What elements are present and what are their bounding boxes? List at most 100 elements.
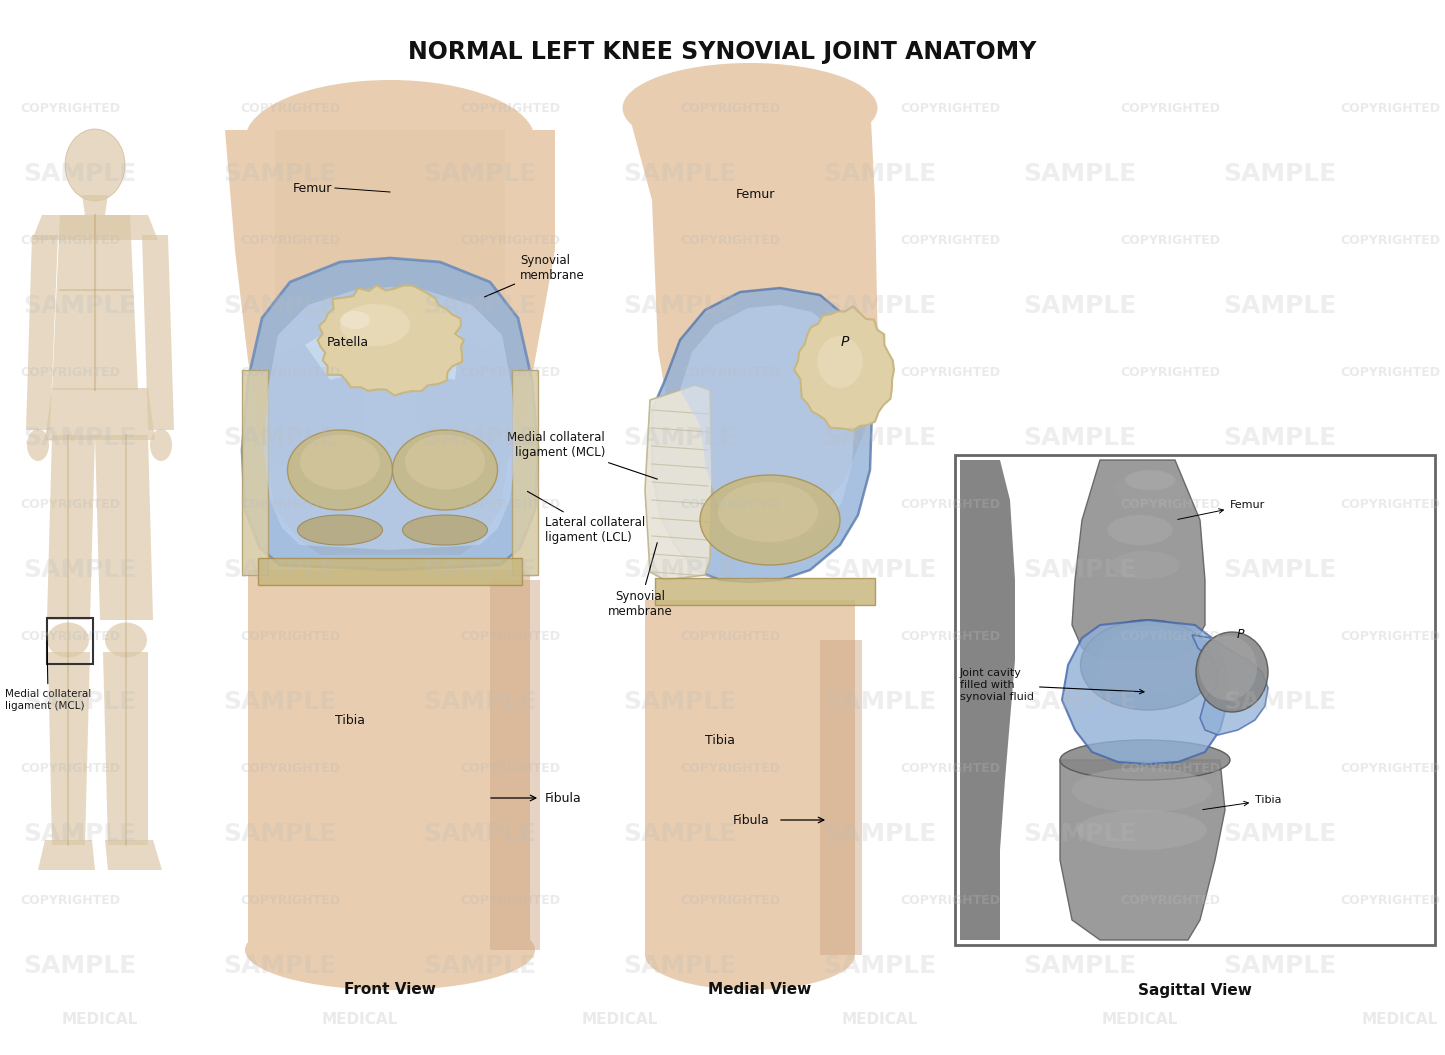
Text: COPYRIGHTED: COPYRIGHTED [20, 365, 120, 379]
Text: COPYRIGHTED: COPYRIGHTED [240, 498, 340, 511]
Ellipse shape [1199, 635, 1257, 701]
Polygon shape [241, 258, 538, 570]
FancyBboxPatch shape [955, 455, 1435, 945]
Ellipse shape [301, 435, 380, 490]
Text: COPYRIGHTED: COPYRIGHTED [681, 233, 780, 247]
Text: SAMPLE: SAMPLE [623, 426, 737, 450]
Text: COPYRIGHTED: COPYRIGHTED [460, 894, 561, 906]
Text: MEDICAL: MEDICAL [1361, 1013, 1438, 1028]
Text: SAMPLE: SAMPLE [224, 822, 337, 846]
Polygon shape [1061, 760, 1225, 940]
Text: SAMPLE: SAMPLE [1023, 954, 1137, 978]
Polygon shape [644, 385, 712, 580]
Text: SAMPLE: SAMPLE [824, 294, 936, 318]
Text: SAMPLE: SAMPLE [423, 558, 536, 582]
Text: Synovial
membrane: Synovial membrane [608, 542, 672, 618]
Text: COPYRIGHTED: COPYRIGHTED [460, 101, 561, 115]
Text: SAMPLE: SAMPLE [1224, 954, 1337, 978]
Text: COPYRIGHTED: COPYRIGHTED [460, 365, 561, 379]
Text: P: P [841, 335, 850, 349]
Text: Sagittal View: Sagittal View [1139, 982, 1251, 997]
Text: MEDICAL: MEDICAL [62, 1013, 139, 1028]
Text: SAMPLE: SAMPLE [623, 294, 737, 318]
Text: Joint cavity
filled with
synovial fluid: Joint cavity filled with synovial fluid [959, 669, 1144, 702]
Ellipse shape [1098, 626, 1198, 694]
Polygon shape [1072, 460, 1205, 658]
Text: SAMPLE: SAMPLE [423, 294, 536, 318]
Text: COPYRIGHTED: COPYRIGHTED [240, 365, 340, 379]
Ellipse shape [403, 515, 487, 545]
Text: SAMPLE: SAMPLE [224, 690, 337, 714]
Text: COPYRIGHTED: COPYRIGHTED [681, 498, 780, 511]
Polygon shape [305, 310, 460, 380]
Text: SAMPLE: SAMPLE [1023, 162, 1137, 186]
Text: COPYRIGHTED: COPYRIGHTED [20, 762, 120, 774]
Polygon shape [105, 840, 162, 870]
Text: COPYRIGHTED: COPYRIGHTED [900, 762, 1000, 774]
Text: COPYRIGHTED: COPYRIGHTED [1340, 894, 1441, 906]
Text: COPYRIGHTED: COPYRIGHTED [240, 233, 340, 247]
Text: COPYRIGHTED: COPYRIGHTED [1120, 233, 1220, 247]
Ellipse shape [1196, 632, 1269, 712]
Text: Tibia: Tibia [1202, 795, 1282, 809]
Text: SAMPLE: SAMPLE [23, 426, 137, 450]
Text: COPYRIGHTED: COPYRIGHTED [240, 630, 340, 642]
Polygon shape [48, 652, 90, 845]
Ellipse shape [1107, 515, 1172, 545]
Polygon shape [142, 235, 173, 430]
Text: SAMPLE: SAMPLE [623, 822, 737, 846]
Text: SAMPLE: SAMPLE [23, 558, 137, 582]
Text: SAMPLE: SAMPLE [1023, 294, 1137, 318]
Text: COPYRIGHTED: COPYRIGHTED [240, 101, 340, 115]
Text: COPYRIGHTED: COPYRIGHTED [1340, 630, 1441, 642]
Polygon shape [512, 370, 538, 575]
Text: COPYRIGHTED: COPYRIGHTED [1120, 498, 1220, 511]
Text: SAMPLE: SAMPLE [23, 822, 137, 846]
Text: COPYRIGHTED: COPYRIGHTED [20, 233, 120, 247]
Text: SAMPLE: SAMPLE [1224, 426, 1337, 450]
Polygon shape [275, 130, 504, 300]
Ellipse shape [105, 622, 147, 657]
Text: COPYRIGHTED: COPYRIGHTED [1340, 101, 1441, 115]
Text: MEDICAL: MEDICAL [842, 1013, 918, 1028]
Text: COPYRIGHTED: COPYRIGHTED [20, 630, 120, 642]
Text: COPYRIGHTED: COPYRIGHTED [900, 630, 1000, 642]
Text: SAMPLE: SAMPLE [23, 690, 137, 714]
Ellipse shape [1081, 620, 1215, 710]
Text: SAMPLE: SAMPLE [224, 162, 337, 186]
Polygon shape [490, 580, 540, 950]
Text: SAMPLE: SAMPLE [623, 690, 737, 714]
Ellipse shape [254, 345, 366, 475]
Ellipse shape [418, 345, 527, 475]
Text: COPYRIGHTED: COPYRIGHTED [460, 233, 561, 247]
Text: Medial View: Medial View [708, 982, 812, 997]
Polygon shape [95, 435, 153, 620]
Text: SAMPLE: SAMPLE [824, 954, 936, 978]
Ellipse shape [246, 910, 535, 990]
Text: SAMPLE: SAMPLE [423, 822, 536, 846]
Text: SAMPLE: SAMPLE [224, 558, 337, 582]
Polygon shape [681, 305, 855, 545]
Ellipse shape [623, 63, 877, 153]
Text: COPYRIGHTED: COPYRIGHTED [460, 630, 561, 642]
Text: Fibula: Fibula [545, 791, 582, 805]
Text: SAMPLE: SAMPLE [1023, 558, 1137, 582]
Text: COPYRIGHTED: COPYRIGHTED [240, 894, 340, 906]
Polygon shape [32, 215, 158, 239]
Polygon shape [103, 652, 147, 845]
Polygon shape [26, 235, 58, 430]
Text: COPYRIGHTED: COPYRIGHTED [681, 762, 780, 774]
Text: SAMPLE: SAMPLE [623, 558, 737, 582]
Text: SAMPLE: SAMPLE [623, 162, 737, 186]
Ellipse shape [27, 429, 49, 461]
Text: P: P [1237, 629, 1244, 641]
Polygon shape [38, 840, 95, 870]
Text: Medial collateral
ligament (MCL): Medial collateral ligament (MCL) [507, 431, 657, 479]
Ellipse shape [818, 335, 863, 388]
Polygon shape [264, 287, 516, 550]
Polygon shape [318, 286, 464, 396]
Text: SAMPLE: SAMPLE [1224, 162, 1337, 186]
Text: Femur: Femur [736, 189, 775, 202]
Text: COPYRIGHTED: COPYRIGHTED [900, 233, 1000, 247]
Ellipse shape [644, 920, 855, 990]
